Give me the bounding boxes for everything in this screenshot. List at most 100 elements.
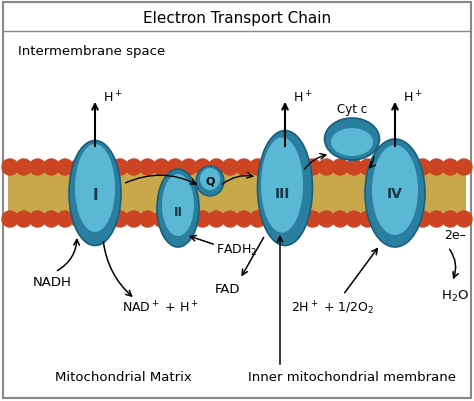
Circle shape xyxy=(305,211,321,227)
Circle shape xyxy=(456,211,472,227)
Circle shape xyxy=(442,211,458,227)
Text: II: II xyxy=(173,206,182,219)
Circle shape xyxy=(167,211,183,227)
Circle shape xyxy=(360,160,376,176)
Circle shape xyxy=(195,211,210,227)
Text: H$^+$: H$^+$ xyxy=(293,90,312,105)
Circle shape xyxy=(428,160,445,176)
Text: NADH: NADH xyxy=(33,276,72,289)
Circle shape xyxy=(2,211,18,227)
Text: H$^+$: H$^+$ xyxy=(103,90,123,105)
Circle shape xyxy=(360,211,376,227)
Circle shape xyxy=(291,160,307,176)
Circle shape xyxy=(387,211,403,227)
Ellipse shape xyxy=(372,146,418,235)
Circle shape xyxy=(43,211,59,227)
Circle shape xyxy=(250,211,265,227)
Ellipse shape xyxy=(325,119,380,160)
Circle shape xyxy=(167,160,183,176)
Circle shape xyxy=(16,211,32,227)
Circle shape xyxy=(181,211,197,227)
Circle shape xyxy=(401,160,417,176)
Ellipse shape xyxy=(69,141,121,246)
Circle shape xyxy=(442,160,458,176)
Ellipse shape xyxy=(365,140,425,247)
Circle shape xyxy=(57,211,73,227)
Circle shape xyxy=(415,160,431,176)
Circle shape xyxy=(428,211,445,227)
Circle shape xyxy=(29,211,46,227)
Circle shape xyxy=(277,211,293,227)
Circle shape xyxy=(209,211,224,227)
Ellipse shape xyxy=(200,168,220,190)
Text: III: III xyxy=(274,186,290,200)
Text: Intermembrane space: Intermembrane space xyxy=(18,45,165,59)
Circle shape xyxy=(415,211,431,227)
Text: 2H$^+$ + 1/2O$_2$: 2H$^+$ + 1/2O$_2$ xyxy=(292,299,374,316)
Circle shape xyxy=(387,160,403,176)
Circle shape xyxy=(264,211,279,227)
Ellipse shape xyxy=(261,138,303,233)
Circle shape xyxy=(57,160,73,176)
Circle shape xyxy=(71,211,87,227)
Circle shape xyxy=(139,160,155,176)
Text: H$^+$: H$^+$ xyxy=(403,90,423,105)
Circle shape xyxy=(346,211,362,227)
Text: Cyt c: Cyt c xyxy=(337,103,367,116)
Text: Inner mitochondrial membrane: Inner mitochondrial membrane xyxy=(248,371,456,383)
Bar xyxy=(8,168,466,219)
Circle shape xyxy=(374,211,390,227)
Text: Mitochondrial Matrix: Mitochondrial Matrix xyxy=(55,371,192,383)
Circle shape xyxy=(112,160,128,176)
Text: IV: IV xyxy=(387,186,403,200)
Circle shape xyxy=(126,211,142,227)
Text: Electron Transport Chain: Electron Transport Chain xyxy=(143,10,331,25)
Circle shape xyxy=(112,211,128,227)
Circle shape xyxy=(291,211,307,227)
Circle shape xyxy=(126,160,142,176)
Circle shape xyxy=(222,160,238,176)
Text: H$_2$O: H$_2$O xyxy=(441,288,469,303)
Circle shape xyxy=(139,211,155,227)
Circle shape xyxy=(153,160,169,176)
Text: Q: Q xyxy=(205,176,215,186)
Circle shape xyxy=(29,160,46,176)
Circle shape xyxy=(401,211,417,227)
Ellipse shape xyxy=(157,170,199,247)
Circle shape xyxy=(319,160,335,176)
Text: FADH$_2$: FADH$_2$ xyxy=(216,242,257,257)
Circle shape xyxy=(98,211,114,227)
Circle shape xyxy=(43,160,59,176)
Ellipse shape xyxy=(257,131,312,246)
Circle shape xyxy=(71,160,87,176)
Circle shape xyxy=(181,160,197,176)
Circle shape xyxy=(153,211,169,227)
Ellipse shape xyxy=(162,174,194,237)
Circle shape xyxy=(264,160,279,176)
Circle shape xyxy=(250,160,265,176)
FancyBboxPatch shape xyxy=(3,3,471,398)
Circle shape xyxy=(16,160,32,176)
Circle shape xyxy=(332,211,348,227)
Text: I: I xyxy=(92,188,98,203)
Circle shape xyxy=(2,160,18,176)
Circle shape xyxy=(277,160,293,176)
Text: 2e–: 2e– xyxy=(444,229,466,242)
Ellipse shape xyxy=(75,145,115,233)
Circle shape xyxy=(305,160,321,176)
Circle shape xyxy=(222,211,238,227)
Circle shape xyxy=(346,160,362,176)
Circle shape xyxy=(236,160,252,176)
Text: NAD$^+$ + H$^+$: NAD$^+$ + H$^+$ xyxy=(122,300,199,315)
Circle shape xyxy=(332,160,348,176)
Ellipse shape xyxy=(331,129,373,157)
Circle shape xyxy=(209,160,224,176)
Circle shape xyxy=(84,160,100,176)
Circle shape xyxy=(374,160,390,176)
Ellipse shape xyxy=(196,166,224,196)
Circle shape xyxy=(195,160,210,176)
Text: FAD: FAD xyxy=(214,283,240,296)
Circle shape xyxy=(236,211,252,227)
Circle shape xyxy=(84,211,100,227)
Circle shape xyxy=(456,160,472,176)
